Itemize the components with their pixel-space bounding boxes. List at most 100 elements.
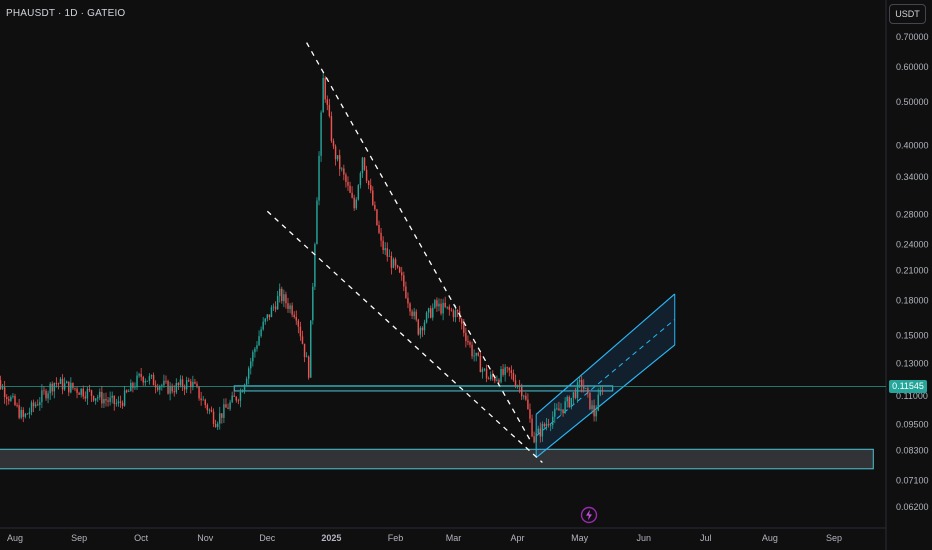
channel-fill xyxy=(536,293,675,458)
candle-body xyxy=(266,314,269,319)
y-tick-label: 0.34000 xyxy=(896,172,929,182)
candle-body xyxy=(570,397,573,408)
candle-body xyxy=(432,307,434,318)
candle-body xyxy=(328,104,331,117)
candle-body xyxy=(427,308,430,313)
candle-body xyxy=(156,387,159,390)
candle-body xyxy=(359,173,362,186)
candle-body xyxy=(492,374,494,378)
wedge-upper-trendline xyxy=(306,42,533,444)
candle-body xyxy=(448,306,451,310)
candle-body xyxy=(287,303,289,309)
candle-body xyxy=(587,388,589,393)
candle-body xyxy=(392,259,395,268)
candle-body xyxy=(175,382,178,393)
lightning-bolt-icon[interactable] xyxy=(580,506,598,524)
candle-body xyxy=(43,390,45,392)
candle-body xyxy=(367,180,370,186)
candle-body xyxy=(388,255,391,257)
candle-body xyxy=(171,385,173,392)
candle-body xyxy=(115,403,118,405)
resistance-zone xyxy=(233,385,614,392)
y-tick-label: 0.21000 xyxy=(896,265,929,275)
candle-body xyxy=(423,322,426,331)
candle-body xyxy=(142,376,144,383)
candle-body xyxy=(523,395,525,397)
candle-body xyxy=(396,265,399,268)
candle-body xyxy=(20,409,22,418)
candle-body xyxy=(525,395,527,400)
candle-body xyxy=(305,356,308,358)
candle-body xyxy=(32,402,35,407)
candle-body xyxy=(465,332,467,342)
wedge-lower-trendline xyxy=(266,210,543,463)
candle-body xyxy=(24,413,27,417)
candle-body xyxy=(576,382,579,398)
candle-body xyxy=(593,405,595,417)
candle-body xyxy=(361,157,364,174)
candle-body xyxy=(22,409,24,417)
candle-body xyxy=(514,380,517,387)
candle-body xyxy=(12,396,14,398)
candle-body xyxy=(241,391,244,393)
candle-body xyxy=(334,146,337,160)
candle-body xyxy=(111,395,113,398)
candle-body xyxy=(190,381,192,388)
candle-body xyxy=(438,303,440,307)
candle-body xyxy=(204,399,206,405)
candle-body xyxy=(560,409,562,411)
candle-body xyxy=(473,355,475,357)
candle-body xyxy=(562,409,564,413)
candle-body xyxy=(256,345,258,349)
candle-body xyxy=(332,140,335,147)
candle-body xyxy=(370,185,372,191)
candle-body xyxy=(351,192,353,198)
candle-body xyxy=(148,376,151,381)
candle-body xyxy=(312,286,314,321)
candle-body xyxy=(41,390,43,403)
candle-body xyxy=(90,390,93,396)
candle-body xyxy=(353,197,355,209)
candle-body xyxy=(574,392,577,398)
candle-body xyxy=(198,386,200,399)
currency-button[interactable]: USDT xyxy=(889,4,926,24)
candle-body xyxy=(349,185,351,193)
channel-median-line xyxy=(535,319,676,437)
candle-body xyxy=(456,310,459,312)
candle-body xyxy=(61,378,64,390)
candle-body xyxy=(274,306,277,310)
candle-body xyxy=(65,381,68,384)
candle-body xyxy=(252,352,254,362)
candle-body xyxy=(343,168,345,175)
x-tick-label: Dec xyxy=(259,533,276,543)
candle-body xyxy=(394,259,397,266)
candle-body xyxy=(585,388,587,390)
candle-body xyxy=(429,308,432,318)
candle-body xyxy=(225,404,227,408)
candle-body xyxy=(245,378,248,385)
x-tick-label: Apr xyxy=(511,533,525,543)
candle-body xyxy=(237,400,240,402)
y-tick-label: 0.11000 xyxy=(896,391,928,401)
candle-body xyxy=(547,423,550,426)
candle-body xyxy=(382,240,384,251)
candle-body xyxy=(51,383,53,392)
candle-body xyxy=(188,380,190,382)
candle-body xyxy=(53,383,56,392)
candle-body xyxy=(55,383,58,384)
candle-body xyxy=(545,423,548,427)
candle-body xyxy=(49,383,51,394)
candle-body xyxy=(82,388,84,397)
candle-body xyxy=(6,397,8,399)
candle-body xyxy=(417,319,420,335)
candle-body xyxy=(529,409,531,419)
candle-body xyxy=(440,303,442,314)
candle-body xyxy=(583,385,585,389)
candle-body xyxy=(212,411,215,424)
candle-body xyxy=(303,343,306,357)
candle-body xyxy=(475,352,477,356)
y-tick-label: 0.15000 xyxy=(896,331,929,341)
candle-body xyxy=(326,99,329,105)
candle-body xyxy=(463,323,465,333)
